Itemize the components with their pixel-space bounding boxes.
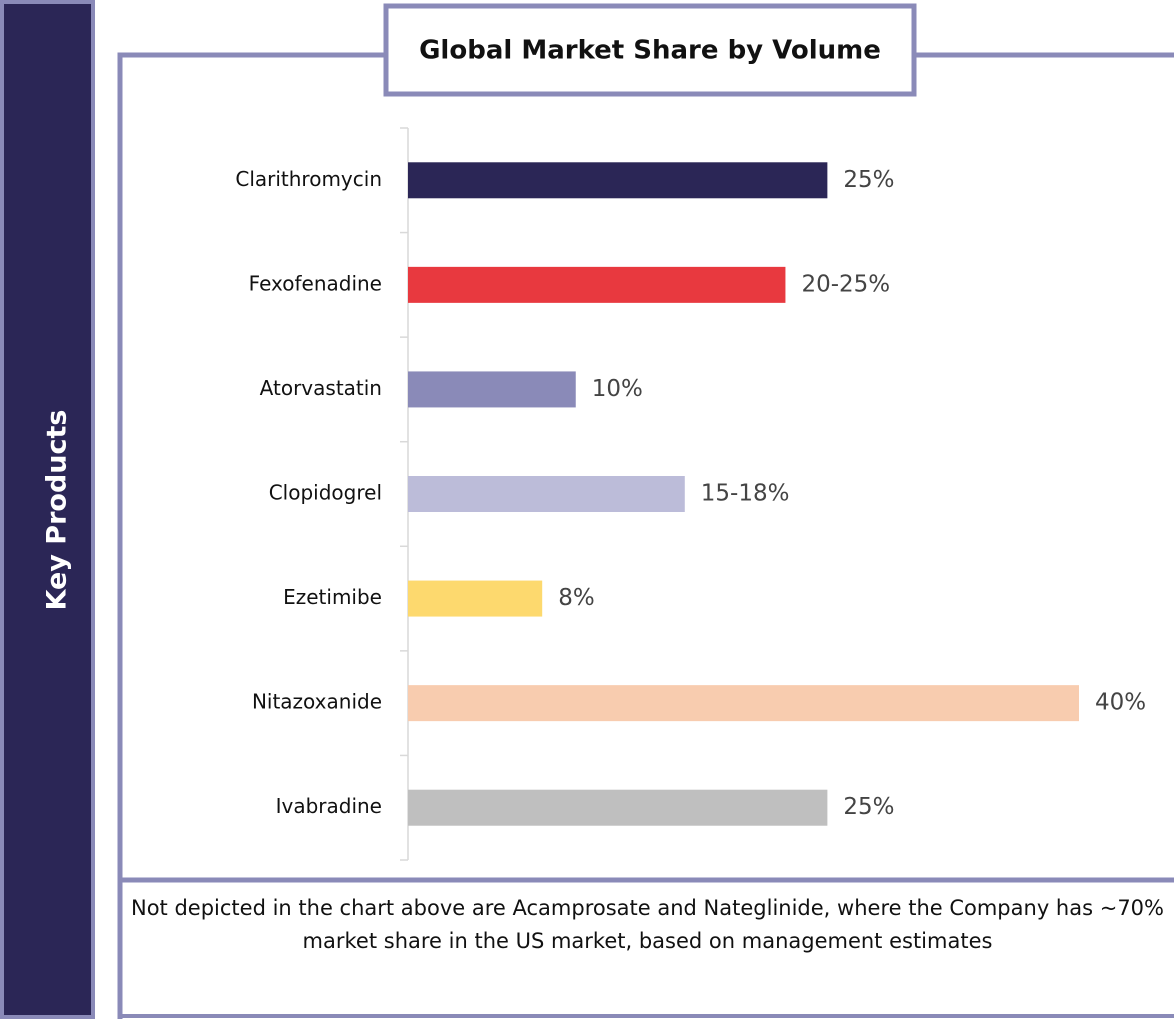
bar [408,266,786,303]
value-label: 8% [558,585,595,611]
category-label: Fexofenadine [249,271,382,295]
footnote: Not depicted in the chart above are Acam… [131,896,1164,953]
bar [408,685,1079,722]
category-label: Ezetimibe [283,585,382,609]
title-box [383,3,917,97]
category-label: Clopidogrel [269,481,382,505]
value-label: 10% [592,376,643,402]
value-label: 15-18% [701,481,790,507]
bar [408,476,685,512]
category-label: Clarithromycin [235,167,382,191]
value-label: 40% [1095,690,1146,716]
category-label: Nitazoxanide [252,690,382,714]
side-panel [0,0,95,1019]
value-label: 25% [843,794,894,820]
category-label: Ivabradine [276,794,382,818]
bar [408,789,828,826]
bar [408,580,543,617]
category-label: Atorvastatin [260,376,382,400]
chart-title: Global Market Share by Volume [419,36,881,66]
bar [408,371,576,408]
value-label: 25% [843,167,894,193]
value-label: 20-25% [801,271,890,297]
frame [117,52,1174,1019]
side-label: Key Products [42,410,73,611]
bar [408,162,828,199]
